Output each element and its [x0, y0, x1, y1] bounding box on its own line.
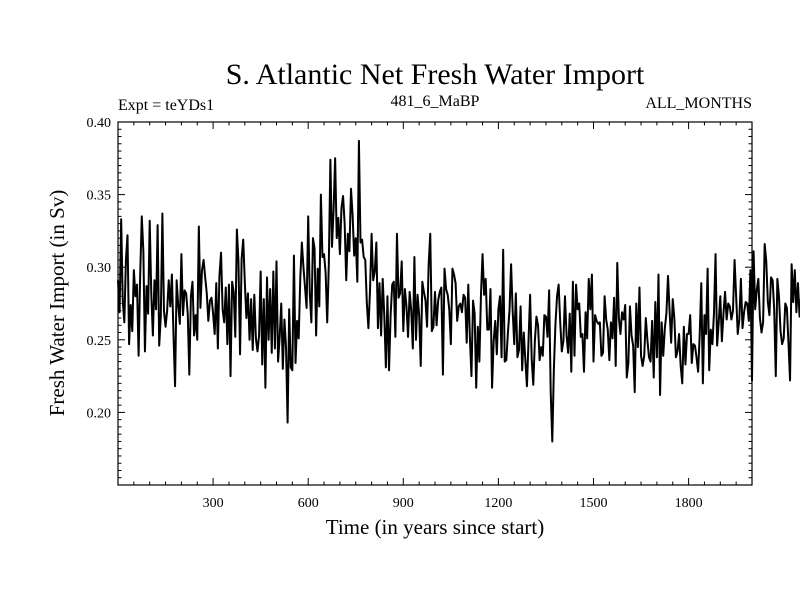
- y-tick-label: 0.35: [87, 189, 112, 204]
- x-tick-label: 900: [393, 496, 414, 511]
- x-tick-label: 1500: [580, 496, 608, 511]
- period-label: 481_6_MaBP: [391, 93, 480, 110]
- x-tick-label: 1800: [675, 496, 703, 511]
- y-tick-label: 0.40: [87, 116, 112, 131]
- y-tick-label: 0.20: [87, 406, 112, 421]
- x-tick-label: 1200: [484, 496, 512, 511]
- x-tick-label: 600: [298, 496, 319, 511]
- chart-title: S. Atlantic Net Fresh Water Import: [226, 58, 645, 91]
- y-tick-label: 0.30: [87, 261, 112, 276]
- x-axis-label: Time (in years since start): [326, 515, 545, 539]
- y-tick-label: 0.25: [87, 334, 112, 349]
- y-axis-label: Fresh Water Import (in Sv): [45, 190, 69, 417]
- months-label: ALL_MONTHS: [645, 95, 752, 112]
- experiment-label: Expt = teYDs1: [118, 97, 214, 114]
- plot-area: 300 600 900 1200 1500 1800 0.20 0.25 0.30 0.35 0.4…: [87, 116, 800, 511]
- series-line-0: [117, 139, 800, 443]
- x-tick-label: 300: [203, 496, 224, 511]
